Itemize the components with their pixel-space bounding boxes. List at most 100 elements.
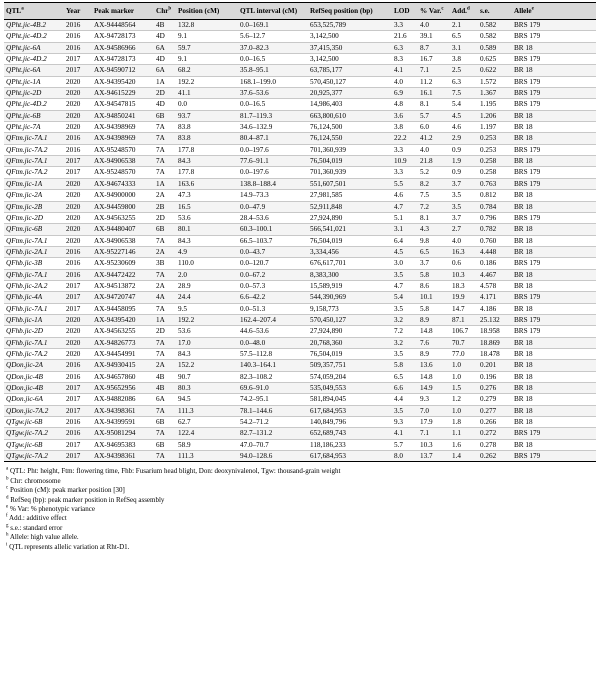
table-cell: AX-94882086 bbox=[92, 393, 154, 406]
table-cell: 28.9 bbox=[176, 280, 238, 293]
table-cell: BR 18 bbox=[512, 235, 596, 247]
table-cell: 52,911,848 bbox=[308, 201, 392, 213]
table-cell: 4.0 bbox=[392, 76, 418, 89]
table-cell: 2020 bbox=[64, 87, 92, 100]
table-cell: 62.7 bbox=[176, 416, 238, 429]
footnote: f Add.: additive effect bbox=[6, 514, 596, 523]
table-cell: 617,684,953 bbox=[308, 405, 392, 418]
table-cell: 8.1 bbox=[418, 212, 450, 225]
table-cell: AX-95652956 bbox=[92, 382, 154, 395]
table-cell: 2016 bbox=[64, 371, 92, 384]
table-cell: 7A bbox=[154, 450, 176, 463]
table-cell: 14.9–73.3 bbox=[238, 189, 308, 202]
table-cell: QFhb.jic-7A.1 bbox=[4, 337, 64, 349]
table-cell: 1.6 bbox=[450, 439, 478, 452]
table-cell: QFtm.jic-7A.1 bbox=[4, 155, 64, 168]
table-row: QFhb.jic-7A.1 2016 AX-94472422 7A 2.0 0.0–67.… bbox=[4, 269, 596, 281]
table-row: QFhb.jic-7A.1 2017 AX-94458095 7A 9.5 0.0–51.… bbox=[4, 303, 596, 315]
table-cell: 78.1–144.6 bbox=[238, 405, 308, 418]
table-cell: 9.3 bbox=[392, 416, 418, 429]
footnote-text: Chr: chromosome bbox=[10, 476, 61, 485]
table-cell: 16.1 bbox=[418, 87, 450, 100]
table-cell: 7A bbox=[154, 144, 176, 157]
table-cell: 701,360,939 bbox=[308, 166, 392, 179]
table-cell: 0.0–197.6 bbox=[238, 166, 308, 179]
table-cell: 2017 bbox=[64, 280, 92, 293]
table-row: QFhb.jic-1A 2020 AX-94395420 1A 192.2 162.4–2… bbox=[4, 314, 596, 327]
table-cell: 122.4 bbox=[176, 427, 238, 440]
table-cell: 80.3 bbox=[176, 382, 238, 395]
table-cell: AX-94590712 bbox=[92, 64, 154, 77]
table-cell: QPht.jic-2D bbox=[4, 87, 64, 100]
table-cell: 47.0–70.7 bbox=[238, 439, 308, 452]
column-header: QTL interval (cM) bbox=[238, 2, 308, 20]
footnote-text: Allele: high value allele. bbox=[9, 533, 79, 542]
table-cell: BR 18 bbox=[512, 132, 596, 145]
table-cell: 1.8 bbox=[450, 416, 478, 429]
table-cell: 17.9 bbox=[418, 416, 450, 429]
table-cell: 4.7 bbox=[392, 280, 418, 293]
column-header-label: Add. bbox=[452, 6, 467, 15]
table-cell: QFtm.jic-6B bbox=[4, 223, 64, 236]
table-row: QTgw.jic-7A.2 2016 AX-95081294 7A 122.4 82.7–… bbox=[4, 427, 596, 440]
column-header-label: RefSeq position (bp) bbox=[310, 6, 373, 15]
table-cell: AX-94906538 bbox=[92, 155, 154, 168]
table-row: QPht.jic-2D 2020 AX-94615229 2D 41.1 37.6–53.… bbox=[4, 87, 596, 100]
table-cell: AX-94674333 bbox=[92, 178, 154, 191]
table-cell: 2016 bbox=[64, 132, 92, 145]
table-cell: 68.2 bbox=[176, 64, 238, 77]
table-cell: QTgw.jic-6B bbox=[4, 416, 64, 429]
table-cell: BR 18 bbox=[512, 337, 596, 349]
table-cell: 2D bbox=[154, 212, 176, 225]
table-cell: 2016 bbox=[64, 30, 92, 43]
table-cell: 1.2 bbox=[450, 393, 478, 406]
table-cell: 0.278 bbox=[478, 439, 512, 452]
table-cell: 168.1–199.0 bbox=[238, 76, 308, 89]
table-cell: 7.6 bbox=[418, 337, 450, 349]
table-cell: 0.782 bbox=[478, 223, 512, 236]
table-cell: 0.625 bbox=[478, 53, 512, 66]
table-row: QFtm.jic-7A.2 2017 AX-95248570 7A 177.8 0.0–1… bbox=[4, 166, 596, 179]
table-cell: 35.8–95.1 bbox=[238, 64, 308, 77]
table-cell: 16.5 bbox=[176, 201, 238, 213]
table-cell: 1.0 bbox=[450, 359, 478, 372]
table-cell: AX-94586966 bbox=[92, 42, 154, 55]
table-cell: 2016 bbox=[64, 427, 92, 440]
table-cell: 4.6 bbox=[392, 189, 418, 202]
table-row: QTgw.jic-6B 2017 AX-94695383 6B 58.9 47.0–70.… bbox=[4, 439, 596, 452]
table-cell: 7A bbox=[154, 166, 176, 179]
table-cell: 192.2 bbox=[176, 76, 238, 89]
table-cell: 27,924,890 bbox=[308, 325, 392, 338]
table-cell: AX-94657860 bbox=[92, 371, 154, 384]
table-cell: 7A bbox=[154, 303, 176, 315]
table-cell: AX-94395420 bbox=[92, 76, 154, 89]
table-cell: 0.622 bbox=[478, 64, 512, 77]
column-header: s.e. bbox=[478, 2, 512, 20]
table-cell: 0.0–47.9 bbox=[238, 201, 308, 213]
table-cell: 3.1 bbox=[450, 42, 478, 55]
table-cell: 3.8 bbox=[392, 121, 418, 134]
table-cell: BR 18 bbox=[512, 393, 596, 406]
table-cell: AX-94448564 bbox=[92, 19, 154, 32]
table-cell: 4D bbox=[154, 30, 176, 43]
table-cell: 111.3 bbox=[176, 450, 238, 463]
table-cell: 63,785,177 bbox=[308, 64, 392, 77]
table-cell: 4A bbox=[154, 291, 176, 304]
footnote-marker: c bbox=[441, 6, 444, 12]
table-cell: 4.448 bbox=[478, 246, 512, 259]
table-cell: 1A bbox=[154, 76, 176, 89]
table-cell: 27,924,890 bbox=[308, 212, 392, 225]
table-cell: 2016 bbox=[64, 416, 92, 429]
table-row: QFhb.jic-7A.1 2020 AX-94826773 7A 17.0 0.0–48… bbox=[4, 337, 596, 349]
table-cell: 83.8 bbox=[176, 121, 238, 134]
table-cell: QFhb.jic-3B bbox=[4, 257, 64, 270]
table-cell: 5.7 bbox=[418, 110, 450, 123]
table-header-row: QTLa Year Peak marker Chrb Position (cM) QTL … bbox=[4, 2, 596, 20]
footnote-text: Pht: height, Ftm: flowering time, Fhb: F… bbox=[27, 467, 341, 476]
table-cell: 1.367 bbox=[478, 87, 512, 100]
table-cell: 10.9 bbox=[392, 155, 418, 168]
table-cell: 54.2–71.2 bbox=[238, 416, 308, 429]
table-row: QFtm.jic-1A 2020 AX-94674333 1A 163.6 138.8–1… bbox=[4, 178, 596, 191]
table-cell: 84.3 bbox=[176, 155, 238, 168]
table-cell: 0.796 bbox=[478, 212, 512, 225]
